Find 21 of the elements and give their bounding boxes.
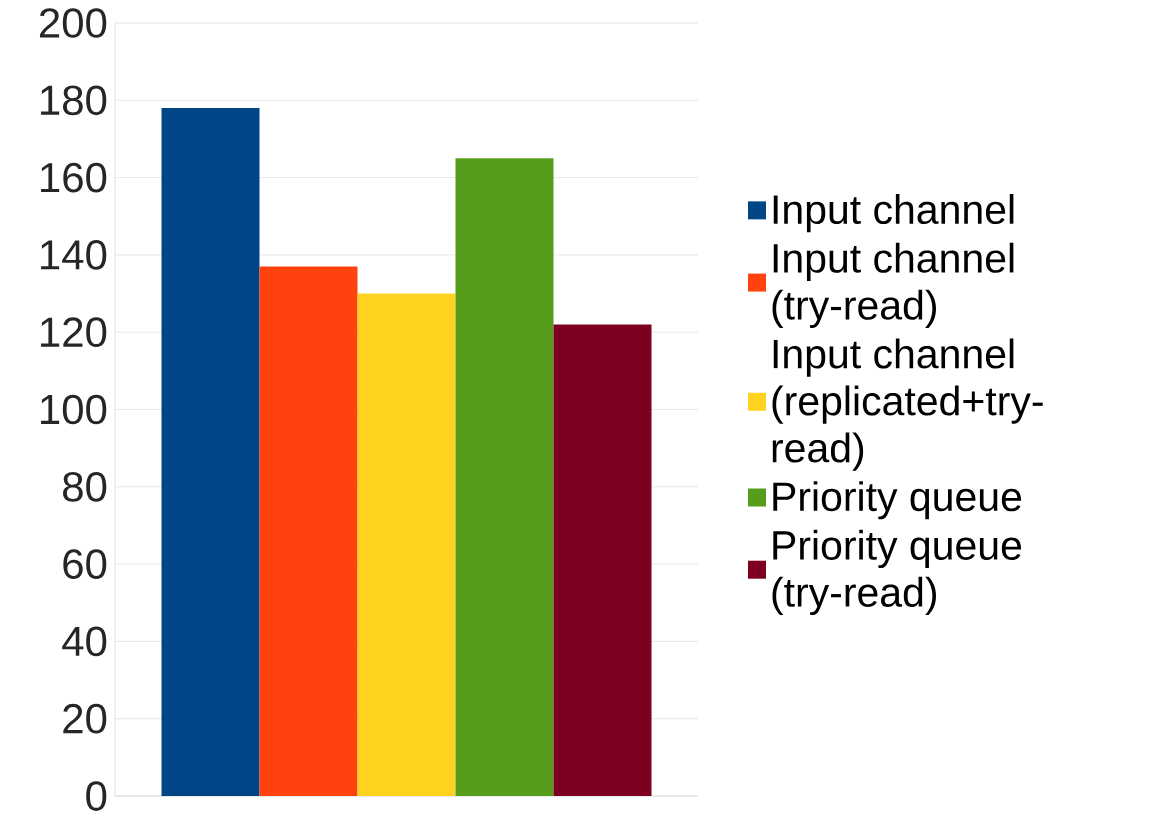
bar xyxy=(455,158,554,796)
y-tick-label: 40 xyxy=(62,626,107,657)
y-tick-label: 100 xyxy=(41,394,107,425)
y-tick-label: 20 xyxy=(63,703,107,734)
y-tick-label: 200 xyxy=(39,7,107,38)
y-tick-label: 160 xyxy=(41,162,107,193)
legend-label: Priority queue (try-read) xyxy=(772,529,1022,615)
legend-label: Input channel (try-read) xyxy=(772,242,1014,328)
legend-label: Input channel (replicated+try-read) xyxy=(772,338,1043,471)
bar xyxy=(259,266,358,796)
y-tick-label: 120 xyxy=(41,317,107,347)
bar xyxy=(161,107,260,796)
legend-label: Priority queue xyxy=(773,481,1022,520)
bar xyxy=(553,324,652,796)
y-tick-label: 140 xyxy=(41,239,107,270)
y-tick-label: 0 xyxy=(86,781,107,811)
bar xyxy=(357,293,456,796)
y-tick-label: 80 xyxy=(63,471,107,502)
legend-label: Input channel xyxy=(773,193,1014,233)
y-tick-label: 180 xyxy=(41,85,107,116)
y-tick-label: 60 xyxy=(63,549,107,579)
